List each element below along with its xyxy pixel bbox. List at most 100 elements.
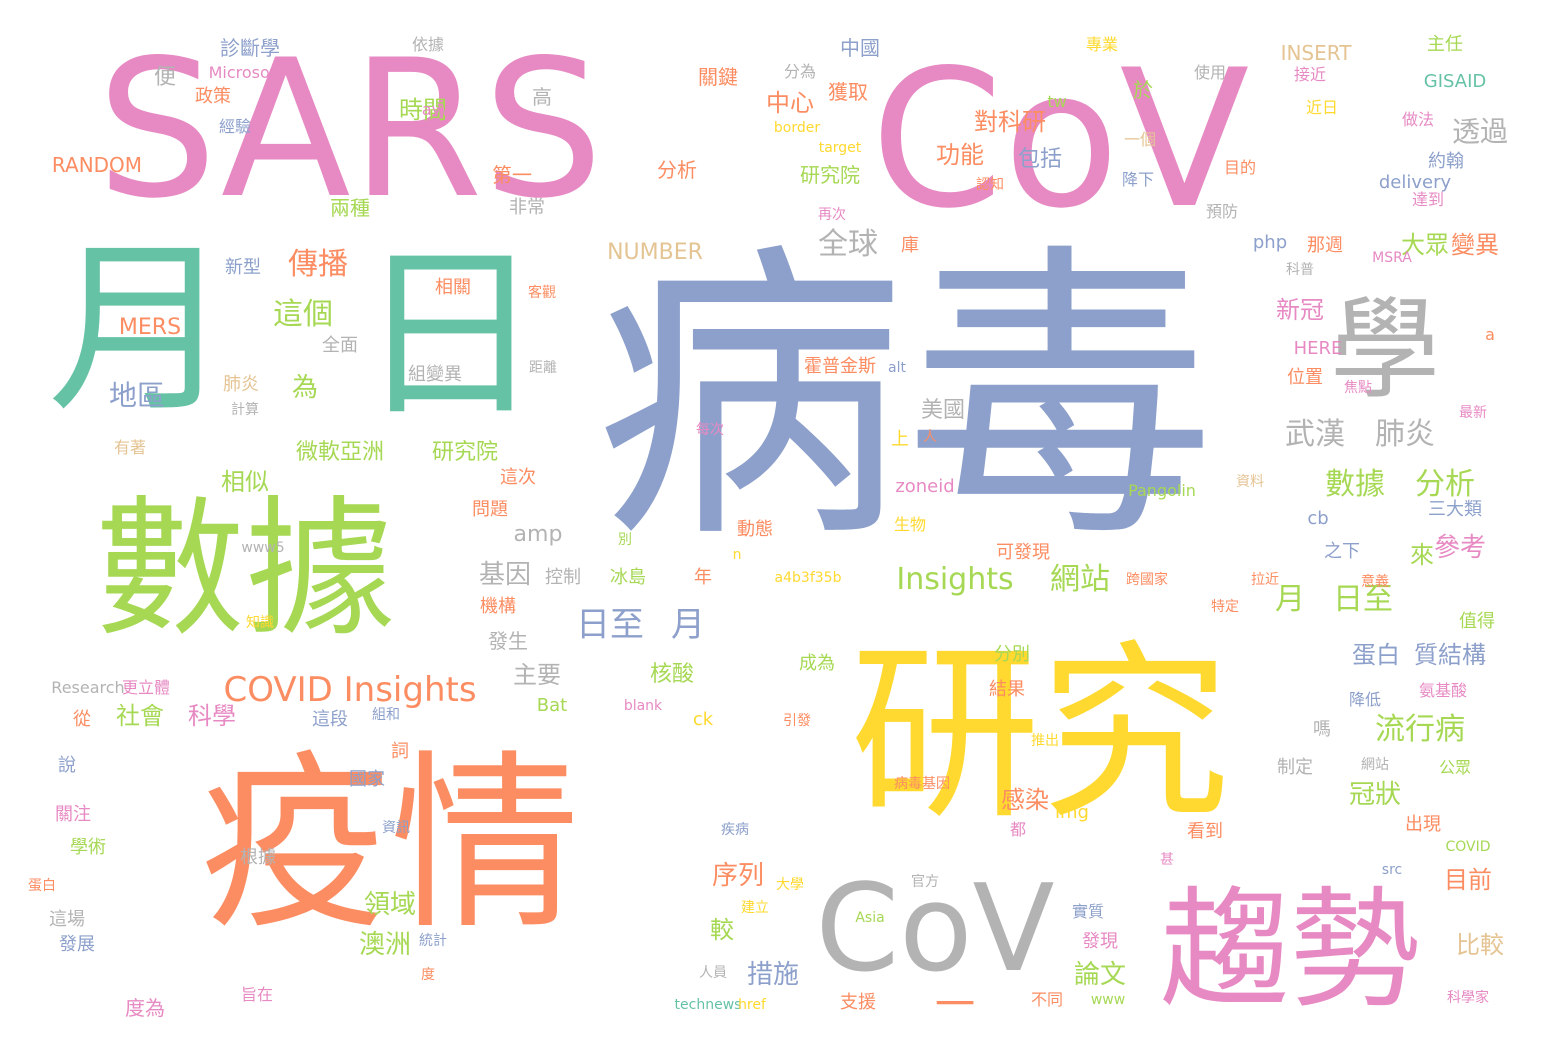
cloud-word: 較 <box>710 916 734 944</box>
cloud-word: 分別 <box>994 644 1030 665</box>
cloud-word: 預防 <box>1205 202 1239 221</box>
cloud-word: 旨在 <box>240 985 274 1004</box>
cloud-word: 科學家 <box>1447 990 1489 1006</box>
cloud-word: 日 <box>357 226 543 443</box>
cloud-word: 這次 <box>500 467 536 488</box>
cloud-word: INSERT <box>1280 41 1352 65</box>
cloud-word: 從 <box>73 709 91 730</box>
cloud-word: 之下 <box>1324 541 1360 562</box>
cloud-word: 約翰 <box>1428 151 1464 172</box>
cloud-word: 病毒基因 <box>894 776 950 792</box>
cloud-word: 一個 <box>1123 130 1157 149</box>
cloud-word: Insights <box>896 562 1014 597</box>
cloud-word: 中心 <box>766 89 814 117</box>
cloud-word: HERE <box>1293 338 1343 359</box>
cloud-word: 別 <box>618 532 632 548</box>
cloud-word: Bat <box>536 695 568 716</box>
cloud-word: 可發現 <box>996 542 1050 563</box>
cloud-word: 全球 <box>818 227 878 262</box>
cloud-word: 疫情 <box>199 734 581 955</box>
cloud-word: 客觀 <box>528 285 556 301</box>
cloud-word: 嗎 <box>1313 719 1331 740</box>
cloud-word: 地區 <box>108 379 166 412</box>
cloud-word: 相似 <box>221 468 269 496</box>
cloud-word: 措施 <box>746 960 800 990</box>
cloud-word: 人 <box>923 429 937 445</box>
cloud-word: 病毒 <box>595 219 1215 580</box>
cloud-word: 日至 <box>1333 582 1393 617</box>
cloud-word: 最新 <box>1459 405 1487 421</box>
cloud-word: 獲取 <box>828 80 868 104</box>
cloud-word: 蛋白 <box>28 878 56 894</box>
cloud-word: 武漢 <box>1285 417 1345 452</box>
cloud-word: 人員 <box>699 965 727 981</box>
cloud-word: 三大類 <box>1428 499 1482 520</box>
cloud-word: 拉近 <box>1251 572 1279 588</box>
cloud-word: 問題 <box>472 499 508 520</box>
cloud-word: 研究 <box>849 624 1231 845</box>
cloud-word: 根據 <box>240 847 276 868</box>
cloud-word: zoneid <box>895 476 955 497</box>
cloud-word: 分析 <box>1415 467 1475 502</box>
cloud-word: RANDOM <box>51 153 143 177</box>
cloud-word: 跨國家 <box>1126 572 1168 588</box>
cloud-word: 網站 <box>1361 757 1389 773</box>
cloud-word: n <box>732 547 742 563</box>
cloud-word: www <box>1090 992 1126 1008</box>
cloud-word: 兩種 <box>330 196 370 220</box>
cloud-word: 新冠 <box>1276 296 1324 324</box>
cloud-word: avw <box>421 100 455 119</box>
cloud-word: 冰島 <box>610 567 646 588</box>
cloud-word: cb <box>1307 508 1329 529</box>
cloud-word: 近日 <box>1305 98 1339 117</box>
cloud-word: 高 <box>532 85 552 109</box>
cloud-word: 霍普金斯 <box>804 356 876 377</box>
cloud-word: 目的 <box>1223 158 1257 177</box>
cloud-word: 科學 <box>188 702 236 730</box>
cloud-word: 數據 <box>94 483 396 657</box>
cloud-word: 焦點 <box>1344 380 1372 396</box>
cloud-word: 統計 <box>419 933 447 949</box>
cloud-word: 趨勢 <box>1159 874 1421 1026</box>
cloud-word: src <box>1381 862 1403 878</box>
cloud-word: 傳播 <box>288 247 348 282</box>
cloud-word: 每次 <box>696 422 724 438</box>
cloud-word: 官方 <box>911 874 939 890</box>
cloud-word: www5 <box>241 540 285 556</box>
cloud-word: 氨基酸 <box>1418 681 1468 700</box>
cloud-word: 質結構 <box>1414 641 1486 669</box>
cloud-word: 控制 <box>545 567 581 588</box>
cloud-word: 核酸 <box>649 662 695 687</box>
cloud-word: 再次 <box>818 207 846 223</box>
cloud-word: 網站 <box>1050 562 1110 597</box>
cloud-word: 資料 <box>1236 474 1264 490</box>
cloud-word: 時間 <box>399 96 447 124</box>
cloud-word: CoV <box>870 29 1250 250</box>
cloud-word: 分析 <box>657 158 697 182</box>
cloud-word: SARS <box>96 19 604 240</box>
cloud-word: 使用 <box>1193 63 1227 82</box>
cloud-word: 發展 <box>59 934 95 955</box>
cloud-word: 比較 <box>1456 931 1504 959</box>
cloud-word: 診斷學 <box>220 36 280 60</box>
cloud-word: 月 <box>671 605 705 645</box>
cloud-word: 看到 <box>1187 821 1223 842</box>
cloud-word: 動態 <box>737 519 773 540</box>
cloud-word: 一 <box>935 982 975 1028</box>
cloud-word: 這場 <box>49 909 85 930</box>
cloud-word: delivery <box>1378 172 1452 193</box>
cloud-word: 做法 <box>1401 110 1435 129</box>
cloud-word: 社會 <box>116 702 164 730</box>
cloud-word: 澳洲 <box>358 930 412 960</box>
cloud-word: 機構 <box>480 596 516 617</box>
cloud-word: 特定 <box>1211 599 1239 615</box>
cloud-word: 上 <box>891 429 909 450</box>
cloud-word: 結果 <box>989 679 1025 700</box>
cloud-word: 數據 <box>1325 467 1385 502</box>
cloud-word: 那週 <box>1307 235 1343 256</box>
cloud-word: 便 <box>153 65 177 90</box>
cloud-word: 值得 <box>1459 611 1495 632</box>
cloud-word: 推出 <box>1031 733 1059 749</box>
cloud-word: 大學 <box>776 877 804 893</box>
